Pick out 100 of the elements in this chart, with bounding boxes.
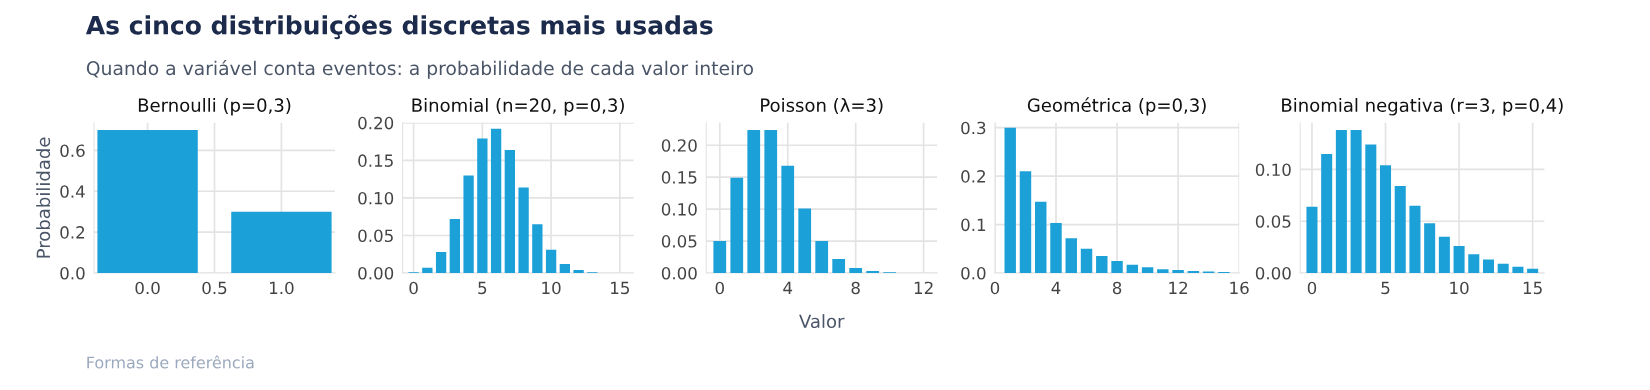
bar: [1172, 270, 1184, 273]
y-tick-label: 0.3: [961, 121, 986, 135]
y-tick-label: 0.1: [961, 218, 986, 232]
y-tick-label: 0.05: [1255, 215, 1291, 228]
bar: [435, 251, 447, 273]
bar: [781, 165, 795, 273]
bar: [1438, 236, 1450, 273]
y-tick-label: 0.2: [961, 170, 985, 183]
y-tick-label: 0.00: [358, 266, 394, 280]
bar: [559, 263, 571, 273]
y-tick-label: 0.10: [358, 191, 394, 205]
x-tick-label: 10: [1450, 281, 1469, 295]
bar: [849, 267, 863, 273]
chart-title: Bernoulli (p=0,3): [138, 98, 291, 116]
bar: [422, 267, 433, 273]
y-tick-label: 0.10: [1255, 163, 1291, 177]
y-tick-label: 0.2: [60, 226, 85, 239]
chart-title: Binomial negativa (r=3, p=0,4): [1282, 98, 1563, 116]
bar: [1004, 127, 1016, 273]
bar: [815, 241, 829, 273]
x-tick-label: 0: [715, 281, 724, 295]
bar: [1468, 254, 1480, 273]
x-tick-label: 12: [1169, 281, 1188, 294]
x-tick-label: 0.0: [135, 281, 160, 295]
x-tick-label: 4: [1051, 281, 1061, 294]
x-tick-label: 15: [611, 281, 629, 295]
bar: [449, 218, 461, 273]
bar: [1409, 205, 1421, 273]
y-tick-label: 0.20: [358, 116, 394, 130]
bar: [1096, 256, 1108, 273]
bar: [1424, 223, 1436, 273]
x-tick-label: 0: [409, 281, 418, 295]
y-tick-label: 0.00: [1255, 266, 1291, 280]
y-tick-label: 0.15: [661, 171, 697, 184]
x-tick-label: 8: [851, 281, 860, 295]
y-tick-label: 0.05: [661, 235, 697, 248]
bar: [1335, 130, 1347, 273]
x-tick-label: 1.0: [269, 281, 294, 295]
text: As cinco distribuições discretas mais usadas: [85, 14, 713, 40]
x-tick-label: 5: [1381, 281, 1390, 295]
bar: [1080, 248, 1093, 273]
bar: [747, 129, 761, 273]
text: Quando a variável conta eventos: a probabilidade de cada valor inteiro: [86, 59, 754, 79]
bar: [1126, 264, 1139, 273]
x-tick-label: 0.5: [202, 281, 227, 295]
bar: [545, 249, 557, 273]
chart-title: Binomial (n=20, p=0,3): [412, 98, 624, 116]
bar: [832, 258, 846, 273]
bar: [1365, 144, 1377, 273]
bar: [573, 270, 584, 273]
y-tick-label: 0.00: [661, 266, 697, 280]
bar: [764, 129, 778, 273]
x-tick-label: 15: [1523, 281, 1542, 295]
x-tick-label: 4: [783, 281, 793, 294]
chart-title: Geométrica (p=0,3): [1027, 97, 1206, 116]
x-tick-label: 0: [990, 281, 1000, 295]
bar: [1141, 267, 1154, 273]
x-tick-label: 10: [542, 281, 561, 295]
bar: [1512, 266, 1524, 273]
bar: [1482, 259, 1495, 273]
x-tick-label: 5: [478, 281, 487, 295]
bar: [1065, 238, 1077, 273]
bar: [463, 175, 474, 273]
bar: [730, 177, 744, 273]
y-tick-label: 0.6: [60, 144, 85, 157]
y-tick-label: 0.4: [60, 185, 85, 198]
bar: [798, 208, 812, 273]
bar: [713, 241, 727, 273]
y-tick-label: 0.10: [661, 203, 697, 216]
y-tick-label: 0.0: [961, 266, 986, 280]
x-tick-label: 12: [914, 281, 933, 294]
bar: [477, 138, 488, 273]
x-tick-label: 8: [1112, 281, 1122, 295]
bar: [1321, 153, 1333, 273]
bar: [1050, 223, 1062, 273]
y-tick-label: 0.15: [358, 154, 393, 167]
y-axis-title: Probabilidade: [36, 137, 51, 258]
bar: [504, 149, 516, 273]
bar: [1380, 165, 1392, 273]
bar: [1350, 130, 1362, 273]
x-tick-label: 16: [1230, 281, 1249, 295]
bar: [1394, 186, 1406, 273]
bar: [1306, 206, 1318, 273]
bar: [532, 224, 543, 273]
bar: [518, 187, 529, 273]
chart-title: Poisson (λ=3): [761, 98, 883, 115]
x-tick-label: 0: [1307, 281, 1317, 295]
bar: [490, 128, 502, 273]
bar: [1035, 201, 1047, 273]
x-axis-title: Valor: [799, 314, 845, 329]
y-tick-label: 0.05: [358, 229, 393, 243]
bar: [1111, 260, 1123, 273]
text: Formas de referência: [87, 355, 254, 369]
y-tick-label: 0.0: [60, 266, 85, 280]
bar: [1019, 171, 1032, 273]
y-tick-label: 0.20: [661, 139, 697, 152]
bar: [1157, 269, 1169, 273]
bar: [1497, 263, 1509, 273]
bar: [1527, 268, 1539, 273]
bar: [1453, 246, 1465, 273]
